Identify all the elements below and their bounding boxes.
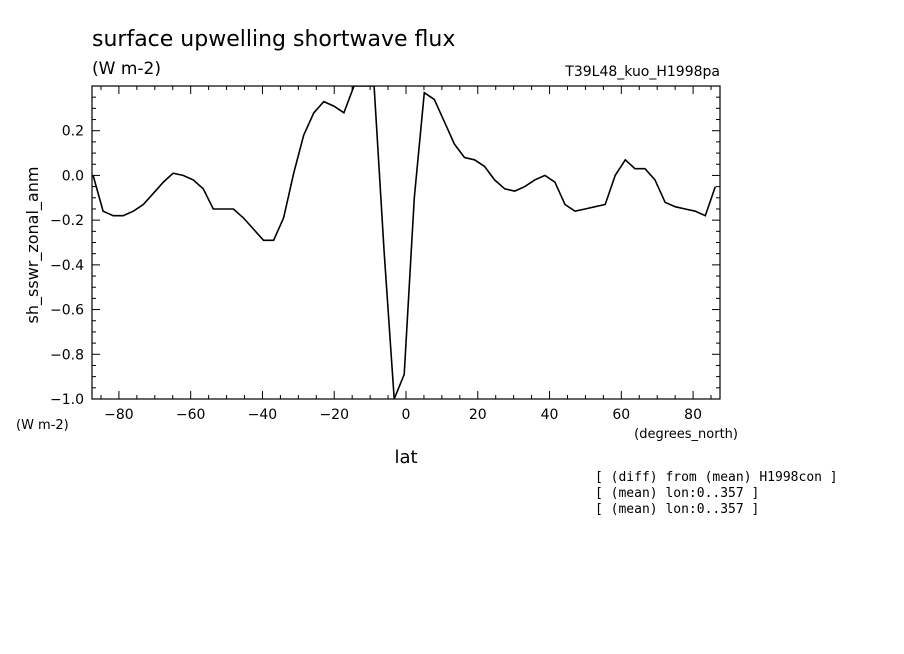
x-tick-label: 20	[469, 407, 487, 423]
x-tick-label: 0	[402, 407, 411, 423]
series-line	[92, 86, 717, 399]
note-line-2: [ (mean) lon:0..357 ]	[595, 486, 760, 501]
x-tick-label: −40	[248, 407, 278, 423]
x-axis-label: lat	[394, 447, 417, 468]
x-tick-label: 60	[612, 407, 630, 423]
run-label: T39L48_kuo_H1998pa	[564, 64, 720, 80]
y-tick-label: −0.2	[50, 213, 84, 229]
y-axis-units: (W m-2)	[16, 418, 69, 433]
x-axis-units: (degrees_north)	[634, 427, 738, 442]
x-tick-label: 40	[541, 407, 559, 423]
y-tick-label: 0.2	[62, 124, 84, 140]
x-tick-label: −80	[104, 407, 134, 423]
x-tick-label: 80	[684, 407, 702, 423]
x-tick-label: −60	[176, 407, 206, 423]
chart-title: surface upwelling shortwave flux	[92, 27, 455, 52]
y-tick-label: 0.0	[62, 168, 84, 184]
y-tick-label: −0.4	[50, 258, 84, 274]
note-line-3: [ (mean) lon:0..357 ]	[595, 502, 760, 517]
x-tick-label: −20	[319, 407, 349, 423]
x-axis-ticks: −80 −60 −40 −20 0 20 40 60 80	[100, 86, 712, 423]
y-tick-label: −0.6	[50, 303, 84, 319]
note-line-1: [ (diff) from (mean) H1998con ]	[595, 470, 838, 485]
y-tick-label: −1.0	[50, 392, 84, 408]
y-tick-label: −0.8	[50, 347, 84, 363]
y-axis-ticks: −1.0 −0.8 −0.6 −0.4 −0.2 0.0 0.2	[50, 85, 720, 408]
y-axis-label: sh_sswr_zonal_anm	[23, 167, 43, 324]
chart-units: (W m-2)	[92, 59, 161, 79]
